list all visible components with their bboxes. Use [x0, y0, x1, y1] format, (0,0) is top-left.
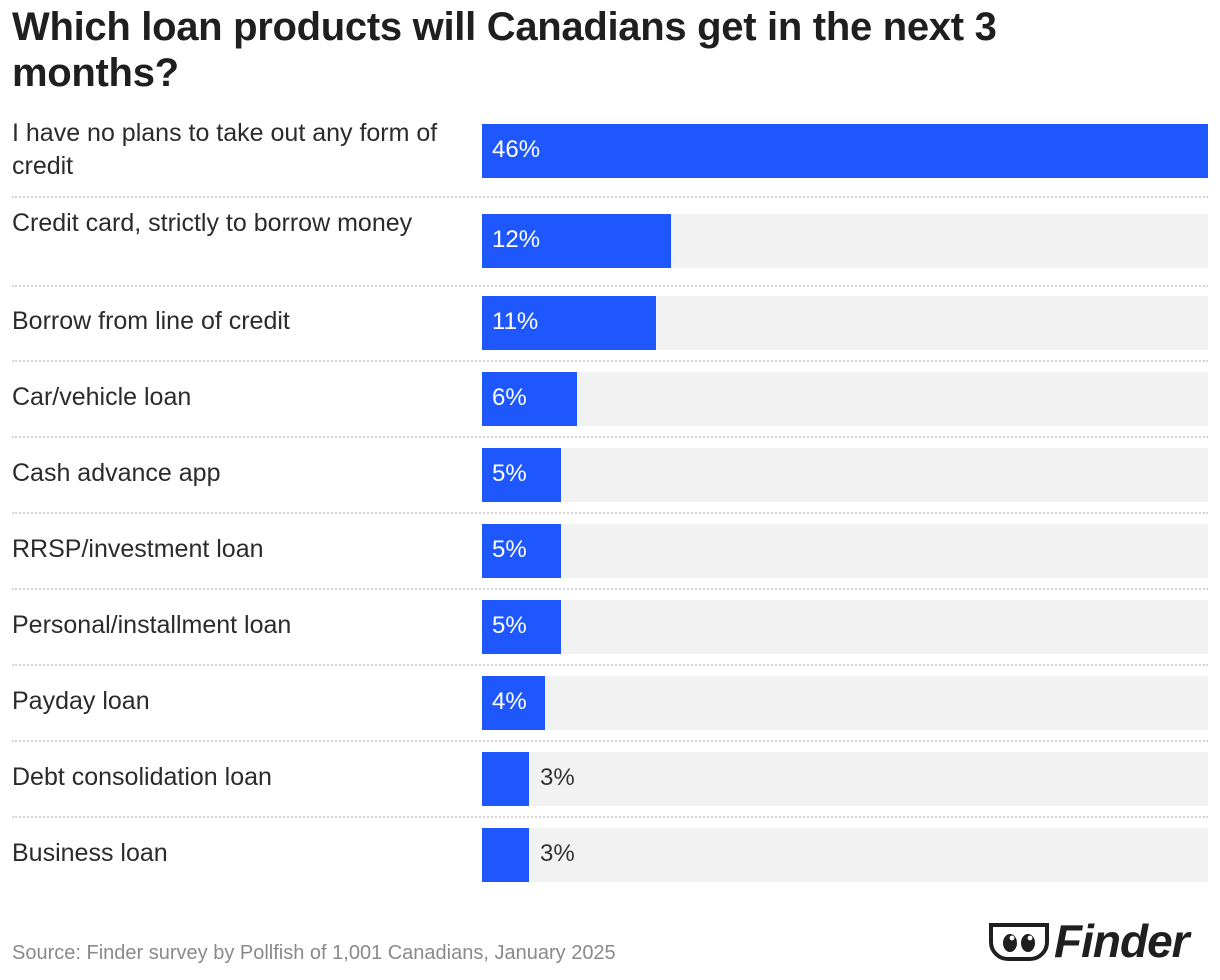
row-divider [12, 360, 1208, 362]
bar-track: 5% [482, 524, 1208, 578]
bar [482, 524, 561, 578]
row-divider [12, 196, 1208, 198]
bar [482, 296, 656, 350]
row-divider [12, 816, 1208, 818]
category-label: Payday loan [12, 687, 150, 715]
brand-name: Finder [1054, 915, 1190, 967]
bar-track: 11% [482, 296, 1208, 350]
category-label: I have no plans to take out any form of … [12, 119, 438, 180]
category-label: Car/vehicle loan [12, 383, 192, 411]
row-divider [12, 588, 1208, 590]
bar [482, 752, 529, 806]
finder-logo: Finder [988, 915, 1210, 968]
category-label: Personal/installment loan [12, 611, 292, 639]
row-divider [12, 285, 1208, 287]
source-note: Source: Finder survey by Pollfish of 1,0… [12, 942, 616, 964]
bar-track: 3% [482, 828, 1208, 882]
bar-track: 4% [482, 676, 1208, 730]
value-label: 5% [492, 460, 527, 487]
chart-title: Which loan products will Canadians get i… [12, 5, 997, 95]
bar [482, 448, 561, 502]
bar [482, 600, 561, 654]
bar-track: 5% [482, 600, 1208, 654]
eyes-icon [989, 923, 1049, 961]
value-label: 11% [492, 308, 539, 335]
bar-track: 5% [482, 448, 1208, 502]
category-label: Debt consolidation loan [12, 763, 272, 791]
value-label: 3% [540, 764, 575, 791]
bar [482, 124, 1208, 178]
bar [482, 372, 577, 426]
bar-track: 46% [482, 124, 1208, 178]
value-label: 4% [492, 688, 527, 715]
row-divider [12, 436, 1208, 438]
bar-track: 12% [482, 214, 1208, 268]
bar [482, 676, 545, 730]
row-divider [12, 664, 1208, 666]
category-label: Business loan [12, 839, 168, 867]
row-divider [12, 512, 1208, 514]
value-label: 6% [492, 384, 527, 411]
value-label: 46% [492, 136, 541, 163]
category-label: Cash advance app [12, 459, 221, 487]
bar-track: 3% [482, 752, 1208, 806]
value-label: 5% [492, 536, 527, 563]
bar-track: 6% [482, 372, 1208, 426]
category-label: Borrow from line of credit [12, 307, 290, 335]
value-label: 5% [492, 612, 527, 639]
category-label: Credit card, strictly to borrow money [12, 209, 413, 237]
row-divider [12, 740, 1208, 742]
category-label: RRSP/investment loan [12, 535, 264, 563]
bar [482, 828, 529, 882]
value-label: 12% [492, 226, 541, 253]
bar-chart: I have no plans to take out any form of … [12, 119, 1208, 882]
bar [482, 214, 671, 268]
value-label: 3% [540, 840, 575, 867]
